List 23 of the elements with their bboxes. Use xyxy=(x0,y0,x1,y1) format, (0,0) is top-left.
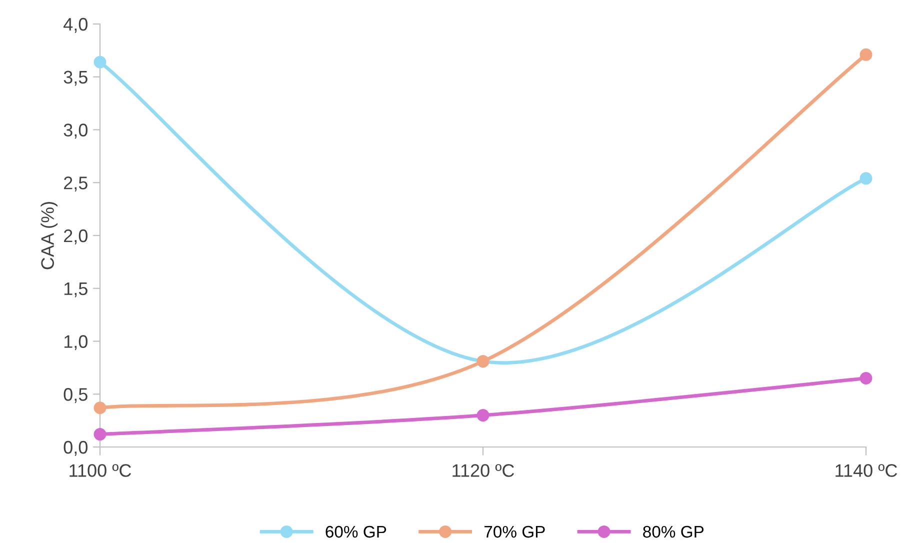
legend-label: 80% GP xyxy=(643,526,704,538)
y-tick-label: 2,0 xyxy=(64,229,88,244)
point xyxy=(860,372,872,385)
point xyxy=(94,402,106,414)
legend-label: 60% GP xyxy=(326,526,386,538)
point xyxy=(94,56,106,68)
y-tick-label: 0,5 xyxy=(64,388,88,403)
x-tick-label: 1100 ºC xyxy=(70,464,132,477)
y-tick-label: 1,0 xyxy=(64,335,88,350)
y-tick-label: 1,5 xyxy=(64,282,88,298)
point xyxy=(94,428,106,441)
point xyxy=(860,48,872,61)
y-tick-label: 0,0 xyxy=(64,440,88,456)
x-tick-label: 1140 ºC xyxy=(836,464,898,477)
x-tick-label: 1120 ºC xyxy=(452,464,514,477)
y-tick-label: 3,5 xyxy=(64,70,88,86)
point xyxy=(476,409,490,422)
y-tick-label: 2,5 xyxy=(64,176,88,192)
point xyxy=(860,172,872,185)
y-tick-label: 3,0 xyxy=(64,124,88,139)
legend-label: 70% GP xyxy=(484,526,545,538)
y-axis-title: CAA (%) xyxy=(40,202,58,270)
y-tick-label: 4,0 xyxy=(64,18,88,33)
